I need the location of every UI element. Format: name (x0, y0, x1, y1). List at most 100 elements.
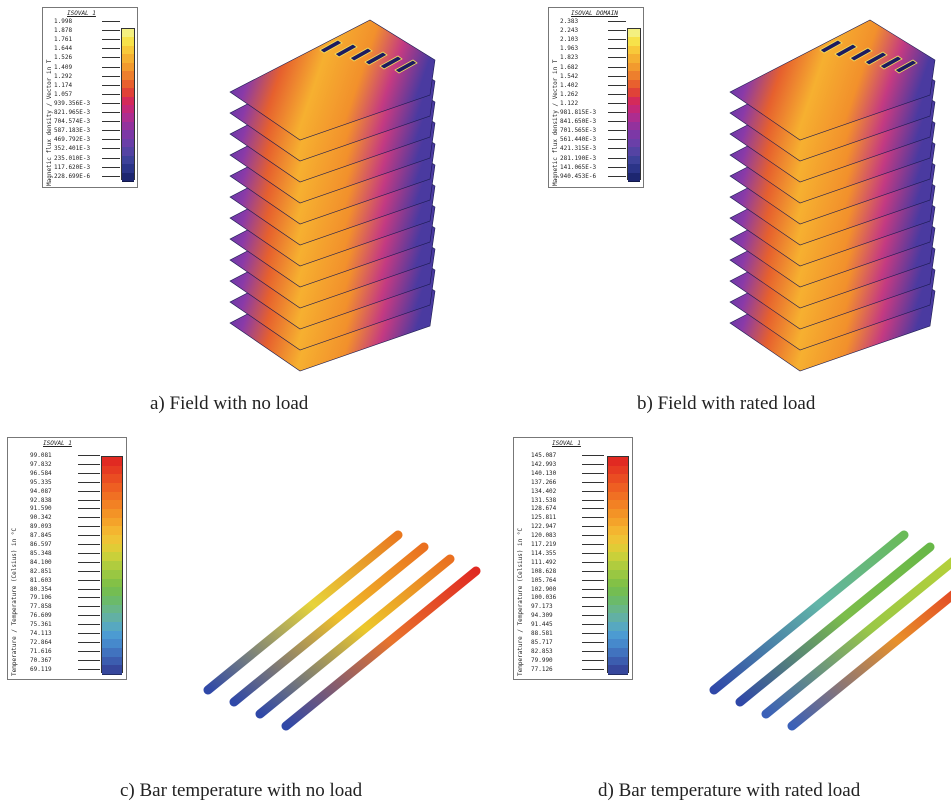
legend-value: 117.620E-3 (54, 163, 91, 171)
legend-tick (608, 112, 626, 113)
legend-tick (582, 508, 604, 510)
legend-value: 1.682 (560, 63, 579, 71)
legend-tick (78, 526, 100, 528)
legend-tick (78, 508, 100, 510)
legend-value: 114.355 (531, 549, 557, 557)
legend-value: 95.335 (30, 478, 52, 486)
legend-tick (582, 517, 604, 519)
legend-tick (608, 157, 626, 159)
legend-value: 70.367 (30, 656, 52, 664)
caption-c: c) Bar temperature with no load (120, 780, 363, 801)
legend-value: 140.130 (531, 469, 557, 477)
motor-field-stack-a (229, 19, 436, 372)
legend-tick (608, 130, 626, 132)
legend-tick (608, 57, 626, 59)
legend-tick (78, 561, 100, 563)
legend-value: 100.036 (531, 594, 557, 602)
legend-tick (102, 93, 120, 95)
legend-value: 981.815E-3 (560, 109, 597, 116)
legend-tick (582, 481, 604, 483)
color-scale-step (628, 172, 640, 183)
legend-value: 704.574E-3 (54, 118, 91, 126)
legend-value: 69.119 (30, 665, 52, 673)
legend-tick (608, 75, 626, 77)
legend-value: 940.453E-6 (560, 172, 597, 180)
rotor-slot (349, 47, 373, 62)
legend-d: ISOVAL_1 Temperature / Temperature (Cels… (513, 437, 633, 680)
legend-tick (78, 606, 100, 608)
legend-value: 141.065E-3 (560, 163, 597, 171)
legend-tick (78, 633, 100, 634)
legend-value: 85.348 (30, 549, 52, 557)
color-scale (607, 456, 629, 676)
color-scale (627, 28, 641, 183)
rotor-bar (281, 566, 481, 731)
color-scale (121, 28, 135, 183)
legend-tick (78, 544, 100, 545)
legend-tick (582, 463, 604, 465)
rotor-slot (364, 51, 388, 66)
rotor-slot (394, 59, 418, 74)
legend-value: 90.342 (30, 514, 52, 522)
legend-value: 1.262 (560, 90, 579, 98)
legend-value: 87.845 (30, 532, 52, 540)
legend-value: 1.542 (560, 72, 579, 80)
legend-value: 1.292 (54, 72, 73, 80)
legend-tick (102, 175, 120, 177)
legend-value: 117.219 (531, 541, 557, 548)
legend-value: 76.609 (30, 612, 52, 620)
legend-tick (582, 650, 604, 652)
legend-tick (582, 641, 604, 643)
legend-value: 1.526 (54, 54, 73, 62)
legend-value: 281.190E-3 (560, 154, 597, 162)
legend-tick (78, 472, 100, 474)
legend-value: 102.900 (531, 585, 557, 593)
legend-tick (102, 75, 120, 77)
legend-value: 1.057 (54, 90, 73, 98)
legend-value: 701.565E-3 (560, 127, 597, 135)
legend-tick (78, 490, 100, 492)
legend-value: 1.122 (560, 99, 579, 107)
legend-value: 128.674 (531, 505, 557, 513)
legend-value: 88.581 (531, 630, 553, 637)
legend-value: 125.811 (531, 514, 557, 522)
legend-tick (608, 66, 626, 68)
legend-value: 1.998 (54, 18, 73, 25)
legend-tick (582, 455, 604, 456)
legend-b: ISOVAL_DOMAIN Magnetic flux density / Ve… (548, 7, 644, 188)
rotor-slot (879, 55, 903, 70)
legend-value: 77.126 (531, 665, 553, 673)
legend-tick (78, 597, 100, 599)
legend-tick (582, 615, 604, 617)
rotor-bar (787, 590, 951, 731)
rotor-bar (735, 542, 935, 707)
legend-tick (608, 84, 626, 86)
legend-value: 79.106 (30, 594, 52, 602)
rotor-bar (229, 542, 429, 707)
legend-value: 80.354 (30, 585, 52, 593)
legend-value: 99.081 (30, 452, 52, 459)
legend-c: ISOVAL_1 Temperature / Temperature (Cels… (7, 437, 127, 680)
legend-tick (582, 579, 604, 581)
legend-value: 89.093 (30, 523, 52, 531)
caption-d: d) Bar temperature with rated load (598, 780, 861, 801)
legend-tick (102, 148, 120, 150)
legend-value: 142.993 (531, 460, 557, 468)
legend-value: 77.858 (30, 603, 52, 611)
bar-temperature-d (709, 530, 951, 731)
legend-tick (582, 472, 604, 474)
legend-tick (582, 552, 604, 554)
legend-title: ISOVAL_1 (43, 440, 72, 447)
legend-value: 96.584 (30, 469, 52, 477)
legend-tick (78, 641, 100, 643)
legend-value: 75.361 (30, 621, 52, 629)
legend-value: 1.174 (54, 81, 73, 89)
legend-tick (78, 650, 100, 652)
legend-tick (102, 84, 120, 86)
legend-tick (78, 624, 100, 626)
legend-value: 1.402 (560, 81, 579, 89)
legend-tick (78, 668, 100, 670)
legend-tick (582, 659, 604, 661)
legend-tick (78, 615, 100, 617)
legend-value: 82.851 (30, 567, 52, 575)
